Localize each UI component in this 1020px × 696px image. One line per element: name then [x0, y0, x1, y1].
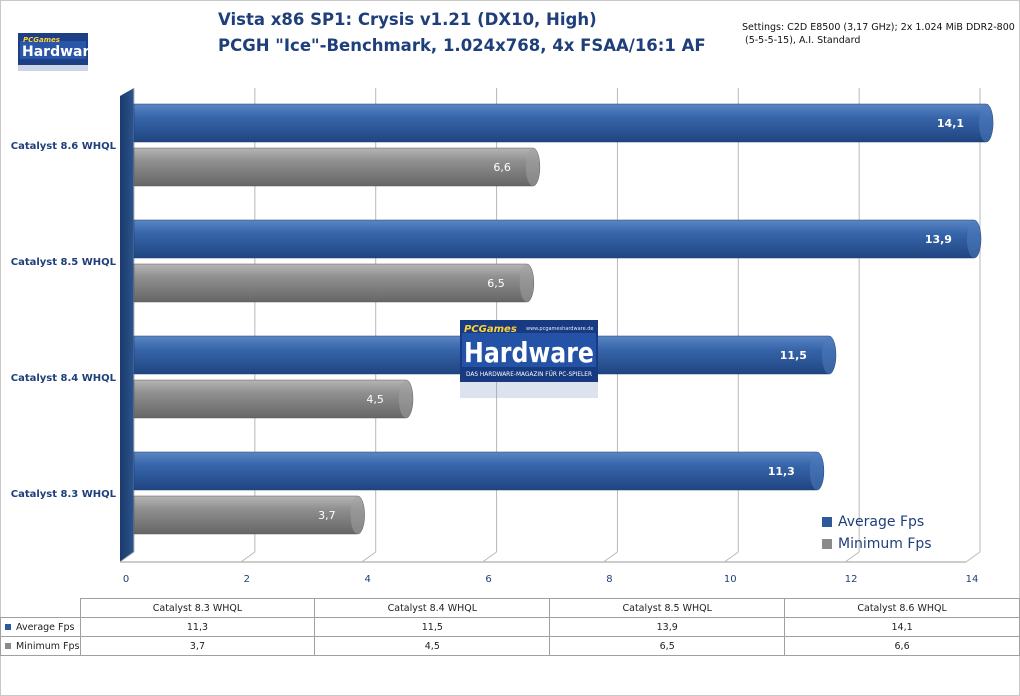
settings-line-2: (5-5-5-15), A.I. Standard: [745, 35, 861, 46]
chart-plot: 11,3 3,7 11,5 4,5 13,9 6,5 14,1 6,6 0 2 4 6 8 10 12 14: [119, 88, 994, 585]
legend-swatch-minimum: [822, 539, 832, 549]
category-label: Catalyst 8.4 WHQL: [10, 373, 116, 384]
settings-line-1: Settings: C2D E8500 (3,17 GHz); 2x 1.024…: [742, 22, 1015, 33]
gridline-depth: [844, 551, 860, 563]
data-label-minimum: 3,7: [318, 509, 336, 522]
gridline-depth: [603, 551, 618, 563]
bar-minimum: [133, 263, 535, 303]
table-header-cell: Catalyst 8.6 WHQL: [784, 598, 1020, 618]
legend-label-minimum: Minimum Fps: [838, 536, 932, 552]
table-header-cell: Catalyst 8.3 WHQL: [79, 598, 316, 618]
data-label-average: 14,1: [937, 117, 964, 130]
data-label-minimum: 6,5: [487, 277, 505, 290]
chart-side-wall: [120, 88, 134, 562]
bar-minimum: [133, 147, 541, 187]
table-row-label: Minimum Fps: [16, 640, 80, 652]
x-tick-label: 8: [606, 574, 612, 585]
table-cell: 14,1: [784, 617, 1020, 637]
gridline-depth: [119, 551, 135, 563]
pcgh-logo-small: PCGames Hardware: [18, 33, 88, 71]
bar-cap-minimum: [350, 496, 365, 534]
gridline-depth: [482, 551, 497, 563]
table-cell: 4,5: [314, 636, 551, 656]
category-label: Catalyst 8.5 WHQL: [10, 257, 116, 268]
chart-title-line-1: Vista x86 SP1: Crysis v1.21 (DX10, High): [218, 10, 597, 29]
data-table: Catalyst 8.3 WHQL Catalyst 8.4 WHQL Cata…: [0, 598, 1020, 656]
legend-item-average: Average Fps: [822, 514, 924, 530]
table-cell: 11,5: [314, 617, 551, 637]
x-tick-label: 14: [966, 574, 979, 585]
table-cell: 3,7: [79, 636, 316, 656]
logo-tagline-text: DAS HARDWARE-MAGAZIN FÜR PC-SPIELER: [466, 371, 592, 378]
pcgh-logo-watermark: PCGames www.pcgameshardware.de Hardware …: [460, 320, 598, 398]
gridline-depth: [240, 551, 256, 563]
bar-average: [133, 219, 982, 259]
x-tick-label: 0: [123, 574, 129, 585]
bar-cap-minimum: [525, 148, 540, 186]
bar-cap-average: [979, 104, 994, 142]
chart-title-line-2: PCGH "Ice"-Benchmark, 1.024x768, 4x FSAA…: [218, 36, 706, 55]
data-label-minimum: 4,5: [366, 393, 384, 406]
x-tick-label: 2: [244, 574, 250, 585]
gridline-depth: [723, 551, 739, 563]
logo-main-text: Hardware: [464, 336, 594, 369]
x-tick-label: 6: [485, 574, 491, 585]
data-label-minimum: 6,6: [493, 161, 511, 174]
table-corner: [0, 598, 81, 618]
table-cell: 11,3: [79, 617, 316, 637]
logo-top-text: PCGames: [464, 324, 517, 335]
logo-small-main: Hardware: [22, 44, 88, 60]
bar-cap-average: [821, 336, 836, 374]
data-label-average: 13,9: [925, 233, 952, 246]
bar-average: [133, 451, 825, 491]
data-label-average: 11,3: [768, 465, 795, 478]
legend-swatch-average: [822, 517, 832, 527]
table-cell: 6,6: [784, 636, 1020, 656]
x-tick-label: 12: [845, 574, 858, 585]
table-cell: 13,9: [549, 617, 786, 637]
table-row: Minimum Fps 3,7 4,5 6,5 6,6: [0, 636, 1020, 656]
bar-cap-minimum: [398, 380, 413, 418]
table-row-header: Minimum Fps: [0, 636, 81, 656]
table-header-cell: Catalyst 8.5 WHQL: [549, 598, 786, 618]
table-row: Average Fps 11,3 11,5 13,9 14,1: [0, 617, 1020, 637]
table-header-cell: Catalyst 8.4 WHQL: [314, 598, 551, 618]
logo-url-text: www.pcgameshardware.de: [526, 326, 594, 332]
table-row-label: Average Fps: [16, 621, 75, 633]
category-label: Catalyst 8.6 WHQL: [10, 141, 116, 152]
bar-cap-average: [966, 220, 981, 258]
table-header-row: Catalyst 8.3 WHQL Catalyst 8.4 WHQL Cata…: [0, 598, 1020, 618]
data-label-average: 11,5: [780, 349, 807, 362]
table-swatch-minimum: [5, 643, 11, 649]
bar-cap-average: [809, 452, 824, 490]
x-tick-label: 4: [365, 574, 371, 585]
table-cell: 6,5: [549, 636, 786, 656]
logo-small-top: PCGames: [23, 36, 60, 44]
gridline-depth: [361, 551, 377, 563]
category-label: Catalyst 8.3 WHQL: [10, 489, 116, 500]
bar-cap-minimum: [519, 264, 534, 302]
x-tick-label: 10: [724, 574, 737, 585]
bar-average: [133, 103, 994, 143]
legend-item-minimum: Minimum Fps: [822, 536, 932, 552]
table-row-header: Average Fps: [0, 617, 81, 637]
gridline-depth: [965, 551, 981, 563]
legend-label-average: Average Fps: [838, 514, 925, 530]
table-swatch-average: [5, 624, 11, 630]
